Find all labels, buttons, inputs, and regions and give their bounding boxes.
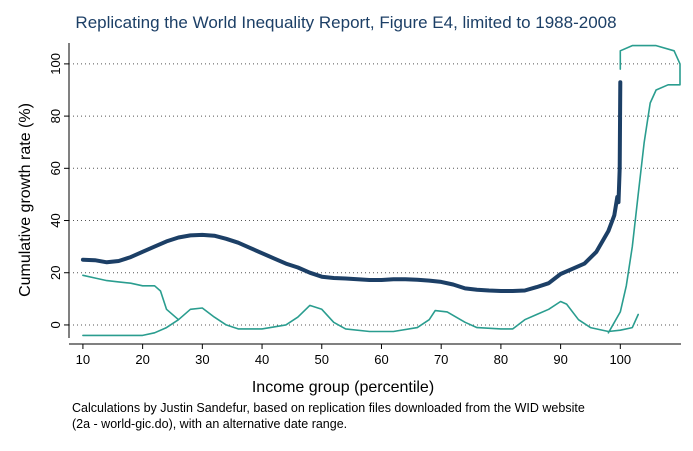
series-line <box>80 80 623 293</box>
x-tick-label: 30 <box>195 352 209 367</box>
x-tick-label: 60 <box>374 352 388 367</box>
note-line: (2a - world-gic.do), with an alternative… <box>72 417 347 431</box>
x-tick-label: 10 <box>76 352 90 367</box>
x-tick-label: 70 <box>434 352 448 367</box>
x-tick-label: 50 <box>315 352 329 367</box>
note-line: Calculations by Justin Sandefur, based o… <box>72 401 585 415</box>
x-tick-label: 90 <box>553 352 567 367</box>
x-axis-label: Income group (percentile) <box>252 379 434 396</box>
y-tick-label: 60 <box>48 161 63 175</box>
x-tick-label: 40 <box>255 352 269 367</box>
y-tick-label: 20 <box>48 266 63 280</box>
y-tick-label: 100 <box>48 53 63 75</box>
y-tick-label: 0 <box>48 321 63 328</box>
y-tick-label: 80 <box>48 109 63 123</box>
chart-title: Replicating the World Inequality Report,… <box>75 13 616 32</box>
y-axis-label: Cumulative growth rate (%) <box>17 103 34 297</box>
x-tick-label: 80 <box>494 352 508 367</box>
x-tick-label: 20 <box>135 352 149 367</box>
y-tick-label: 40 <box>48 213 63 227</box>
x-tick-label: 100 <box>609 352 631 367</box>
series-line <box>82 44 681 337</box>
